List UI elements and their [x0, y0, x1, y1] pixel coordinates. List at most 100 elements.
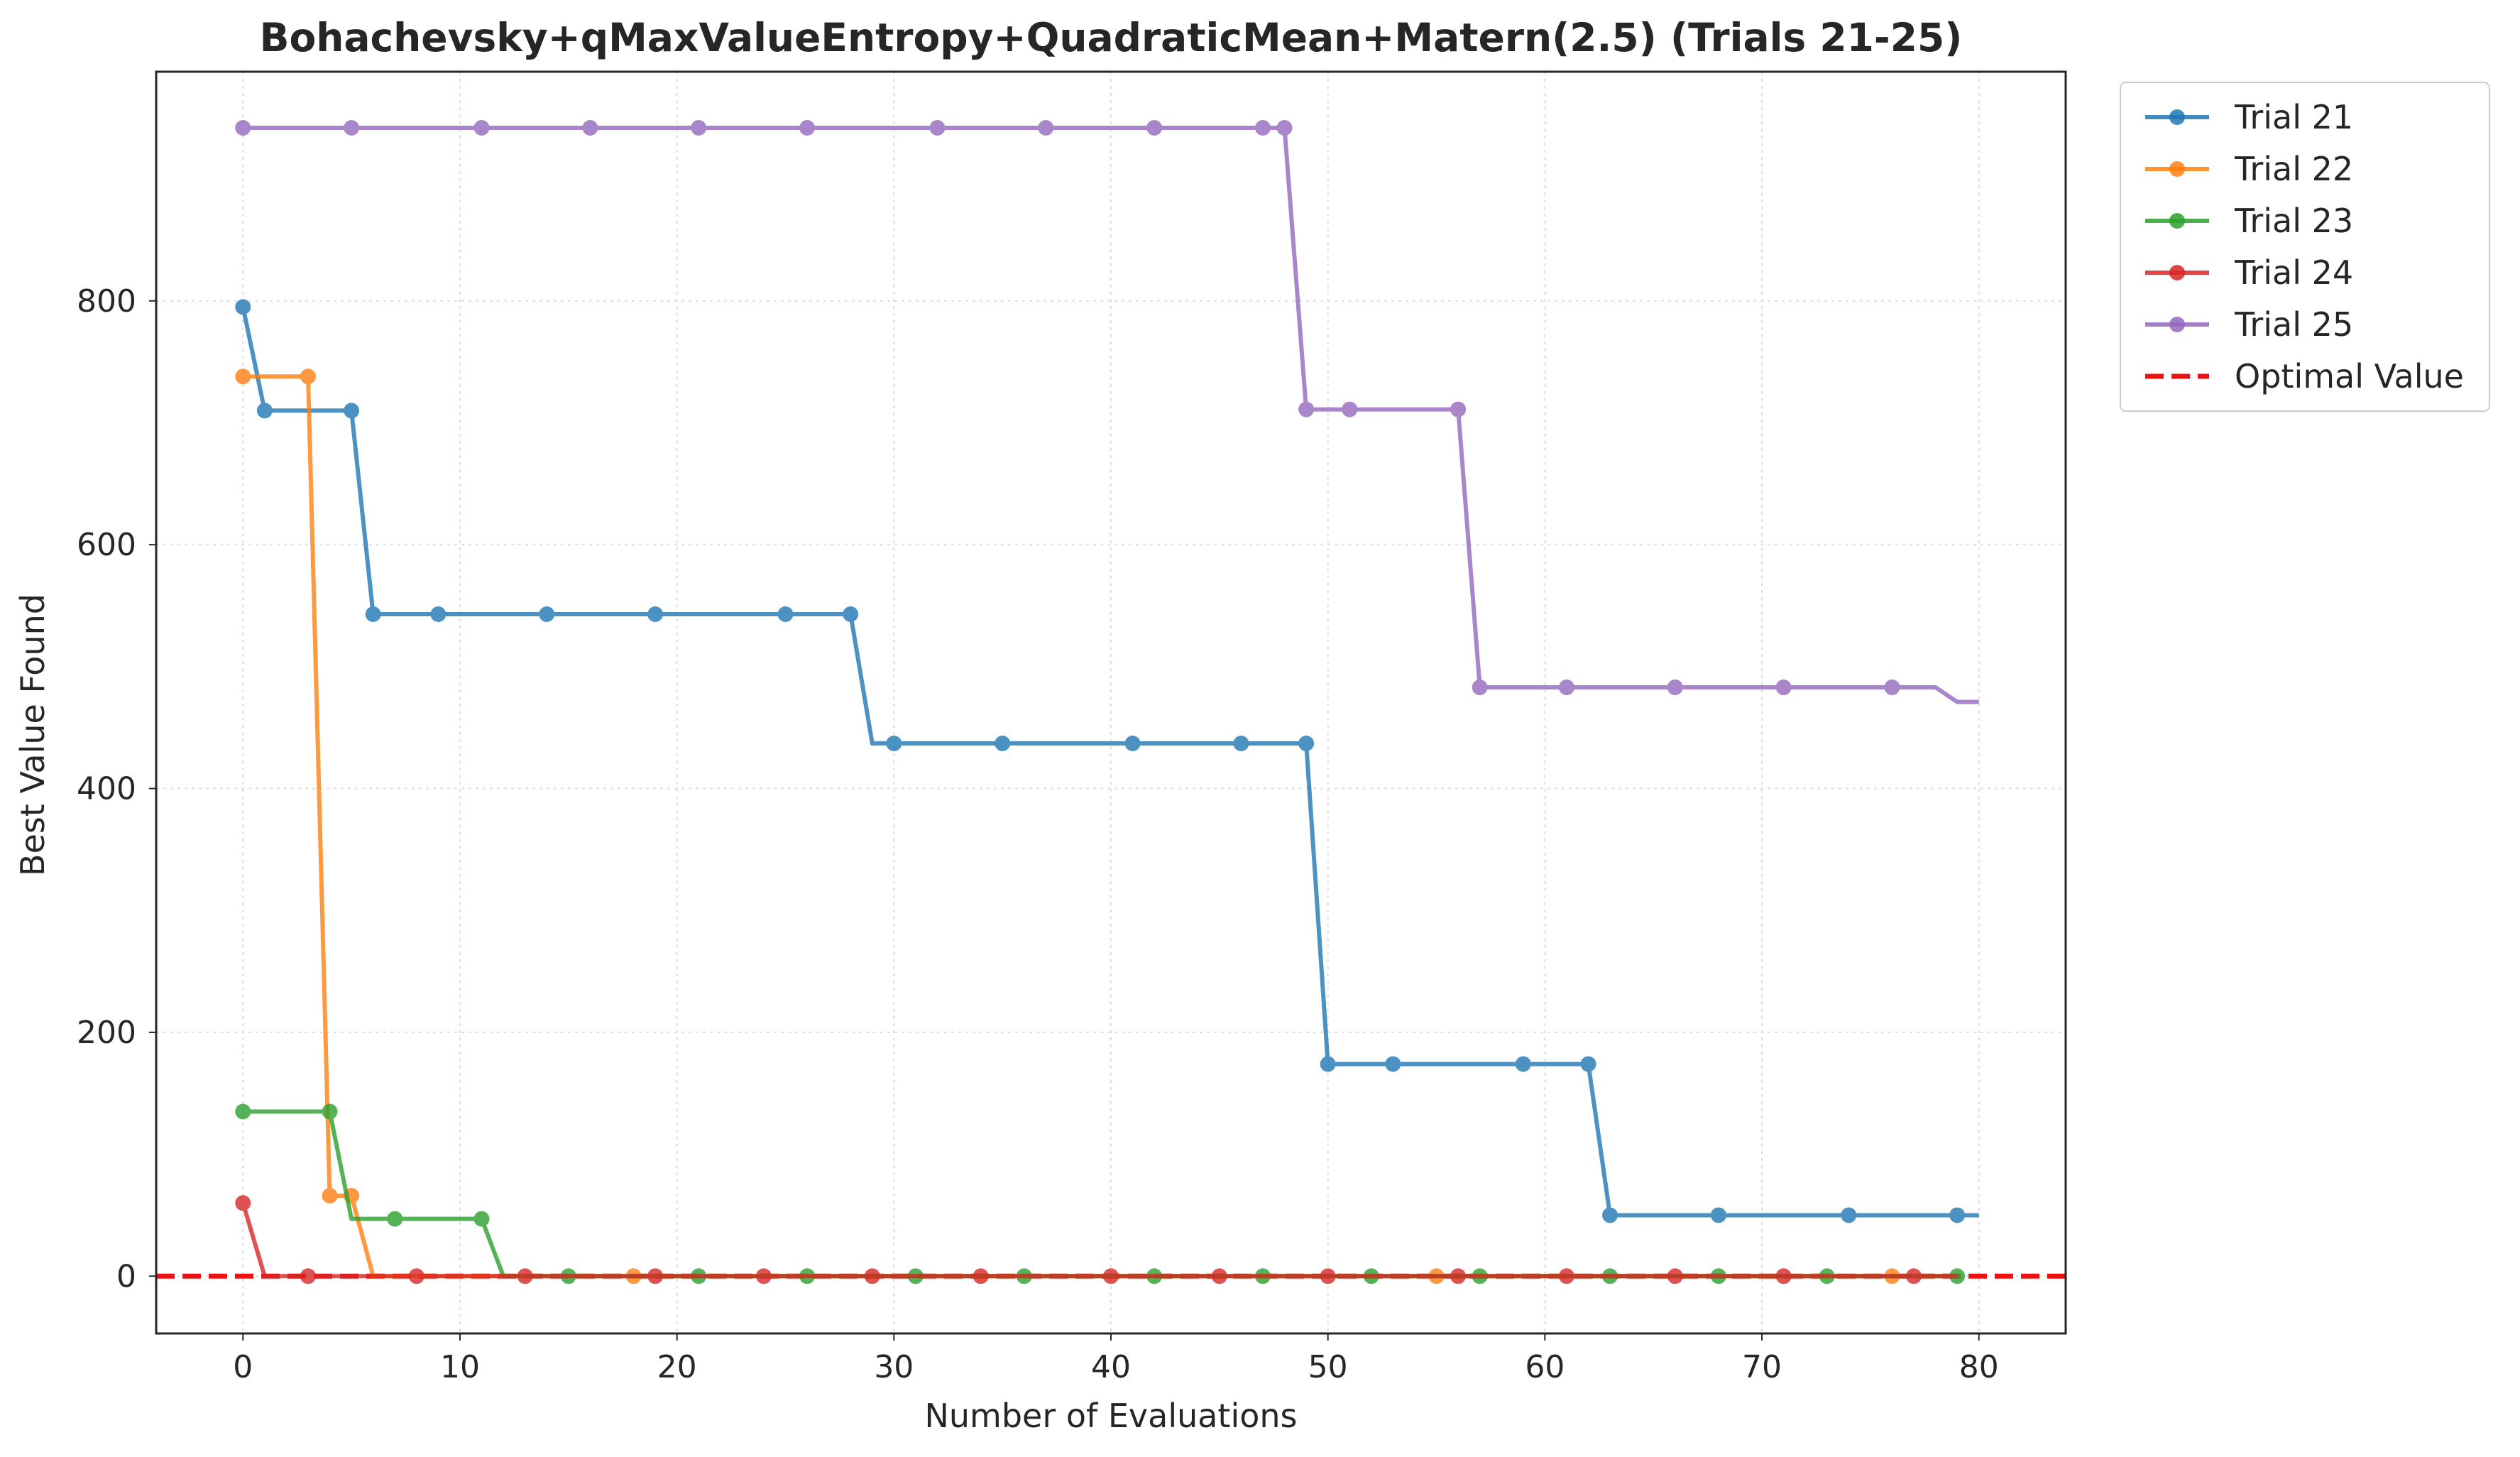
trial-21-point: [843, 606, 859, 623]
trial-24-point: [755, 1268, 772, 1284]
trial-24-point: [1667, 1268, 1683, 1284]
legend-label: Trial 22: [2234, 150, 2353, 188]
trial-25-point: [1038, 119, 1054, 136]
trial-24-point: [973, 1268, 989, 1284]
legend-swatch-marker: [2169, 161, 2185, 177]
y-tick-label: 400: [77, 771, 136, 807]
x-tick-label: 0: [233, 1349, 253, 1385]
x-tick-label: 30: [874, 1349, 914, 1385]
legend-entry-optimal-value: Optimal Value: [2145, 357, 2464, 395]
y-tick-label: 0: [116, 1258, 136, 1294]
trial-24-point: [1211, 1268, 1227, 1284]
trial-24-point: [1320, 1268, 1336, 1284]
trial-24-point: [1775, 1268, 1792, 1284]
trial-21-line: [241, 306, 1979, 1218]
trial-25-point: [1276, 119, 1293, 136]
trial-25-point: [344, 119, 360, 136]
trial-21-point: [1298, 736, 1315, 752]
trial-21-series: [235, 299, 1979, 1223]
trial-23-point: [235, 1103, 251, 1120]
trial-21-point: [235, 299, 251, 315]
y-tick-label: 800: [77, 283, 136, 320]
x-axis-label: Number of Evaluations: [924, 1397, 1297, 1435]
chart-title: Bohachevsky+qMaxValueEntropy+QuadraticMe…: [260, 15, 1963, 60]
x-axis-ticks: 0 10 20 30 40 50 60 70 80: [233, 1333, 1999, 1385]
legend-label: Trial 24: [2234, 253, 2353, 292]
trial-25-point: [1775, 680, 1792, 696]
y-tick-label: 200: [77, 1015, 136, 1051]
trial-21-point: [1385, 1056, 1401, 1072]
trial-21-point: [1841, 1207, 1857, 1223]
trial-25-point: [473, 119, 490, 136]
trial-24-point: [300, 1268, 316, 1284]
x-tick-label: 70: [1742, 1349, 1782, 1385]
legend-swatch-marker: [2169, 265, 2185, 280]
series-layer: [235, 119, 1979, 1284]
trial-25-point: [1342, 401, 1358, 418]
trial-25-point: [582, 119, 598, 136]
trial-24-point: [408, 1268, 424, 1284]
legend-entry-trial-21: Trial 21: [2145, 98, 2353, 136]
legend-swatch-marker: [2169, 213, 2185, 229]
trial-21-point: [647, 606, 664, 623]
trial-24-point: [517, 1268, 533, 1284]
trial-21-point: [1124, 736, 1141, 752]
trial-21-point: [1602, 1207, 1618, 1223]
x-tick-label: 60: [1525, 1349, 1565, 1385]
trial-24-point: [647, 1268, 664, 1284]
trial-21-point: [1710, 1207, 1726, 1223]
legend-label: Optimal Value: [2235, 357, 2464, 395]
trial-21-point: [1320, 1056, 1336, 1072]
trial-21-point: [777, 606, 794, 623]
y-axis-label: Best Value Found: [13, 594, 52, 876]
trial-25-point: [1254, 119, 1271, 136]
trial-22-point: [235, 369, 251, 385]
legend-box: [2120, 82, 2490, 412]
legend: Trial 21 Trial 22 Trial 23 Trial 24 Trial 25…: [2120, 82, 2490, 412]
trial-24-point: [235, 1195, 251, 1211]
legend-entry-trial-23: Trial 23: [2145, 202, 2353, 240]
trial-25-point: [1667, 680, 1683, 696]
trial-21-point: [430, 606, 447, 623]
trial-24-point: [1450, 1268, 1467, 1284]
x-tick-label: 40: [1091, 1349, 1131, 1385]
plot-area: [155, 70, 2067, 1335]
x-tick-label: 20: [657, 1349, 697, 1385]
y-tick-label: 600: [77, 527, 136, 563]
legend-swatch-marker: [2169, 109, 2185, 125]
trial-25-line: [243, 126, 1979, 704]
trial-21-point: [1515, 1056, 1531, 1072]
trial-23-point: [322, 1103, 338, 1120]
trial-22-point: [300, 369, 316, 385]
x-tick-label: 50: [1308, 1349, 1348, 1385]
trial-25-series: [235, 119, 1979, 704]
trial-21-point: [886, 736, 902, 752]
trial-25-point: [1884, 680, 1900, 696]
trial-21-point: [1580, 1056, 1596, 1072]
y-axis-ticks: 0 200 400 600 800: [77, 283, 156, 1294]
legend-entry-trial-25: Trial 25: [2145, 305, 2353, 344]
legend-swatch-marker: [2169, 317, 2185, 332]
trial-21-point: [539, 606, 555, 623]
trial-25-point: [799, 119, 816, 136]
trial-21-point: [256, 403, 273, 419]
trial-24-series: [235, 1195, 1958, 1284]
trial-24-point: [1558, 1268, 1574, 1284]
trial-24-point: [1103, 1268, 1119, 1284]
trial-21-point: [365, 606, 381, 623]
legend-entry-trial-22: Trial 22: [2145, 150, 2353, 188]
trial-25-point: [1146, 119, 1163, 136]
trial-25-point: [691, 119, 707, 136]
trial-25-point: [235, 119, 251, 136]
trial-23-point: [473, 1211, 490, 1227]
legend-label: Trial 25: [2234, 305, 2353, 344]
trial-21-point: [1949, 1207, 1966, 1223]
trial-23-point: [387, 1211, 403, 1227]
trial-25-point: [1298, 401, 1315, 418]
trial-24-point: [1906, 1268, 1922, 1284]
x-tick-label: 10: [440, 1349, 480, 1385]
legend-label: Trial 21: [2234, 98, 2353, 136]
trial-25-point: [1472, 680, 1488, 696]
